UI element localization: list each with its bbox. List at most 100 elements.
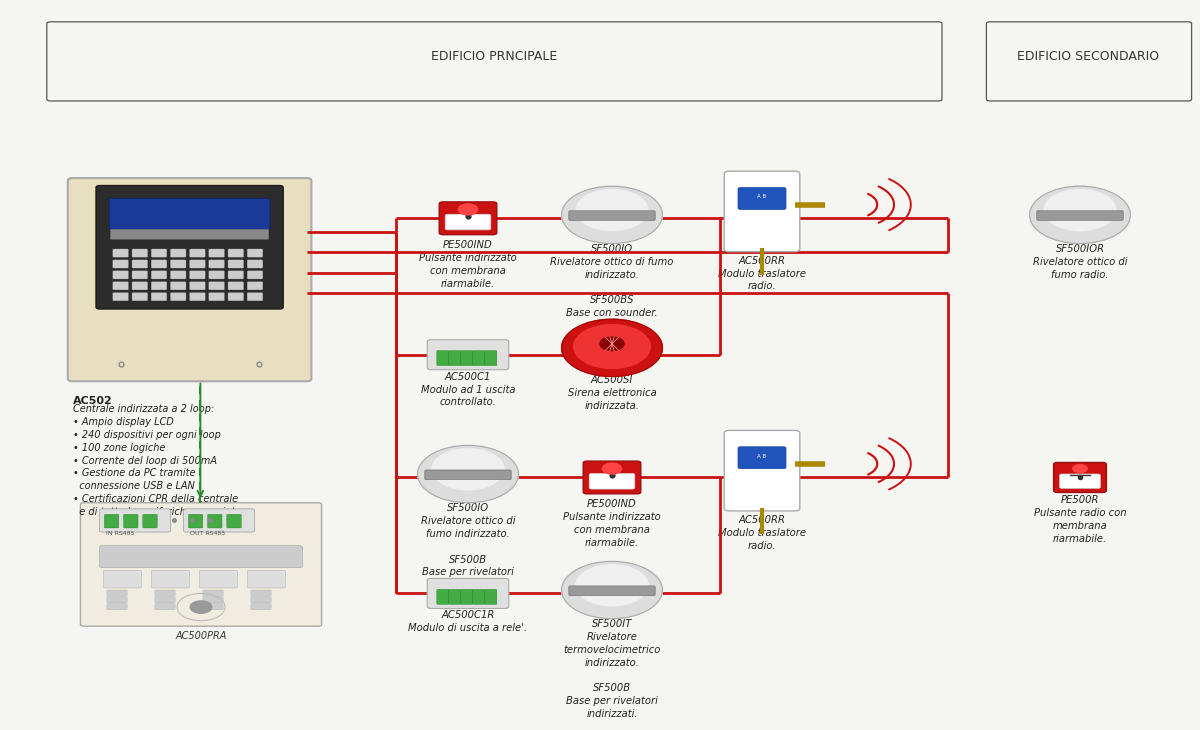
Text: A B: A B — [757, 454, 767, 458]
FancyBboxPatch shape — [1060, 474, 1100, 488]
FancyBboxPatch shape — [170, 271, 186, 279]
Circle shape — [602, 463, 622, 474]
FancyBboxPatch shape — [725, 431, 800, 511]
FancyBboxPatch shape — [485, 589, 497, 604]
Text: SF500IOR
Rivelatore ottico di
fumo radio.: SF500IOR Rivelatore ottico di fumo radio… — [1033, 245, 1127, 280]
FancyBboxPatch shape — [113, 282, 128, 290]
Circle shape — [574, 325, 650, 369]
FancyBboxPatch shape — [188, 515, 203, 528]
FancyBboxPatch shape — [107, 590, 127, 596]
FancyBboxPatch shape — [100, 509, 170, 532]
Text: AC500SI
Sirena elettronica
indirizzata.: AC500SI Sirena elettronica indirizzata. — [568, 375, 656, 411]
FancyBboxPatch shape — [203, 590, 223, 596]
FancyBboxPatch shape — [228, 271, 244, 279]
FancyBboxPatch shape — [1037, 211, 1123, 220]
FancyBboxPatch shape — [461, 350, 473, 366]
FancyBboxPatch shape — [209, 282, 224, 290]
Text: EDIFICIO SECONDARIO: EDIFICIO SECONDARIO — [1018, 50, 1159, 63]
FancyBboxPatch shape — [170, 260, 186, 268]
FancyBboxPatch shape — [425, 470, 511, 480]
FancyBboxPatch shape — [427, 578, 509, 608]
FancyBboxPatch shape — [151, 293, 167, 301]
Circle shape — [562, 186, 662, 244]
Circle shape — [432, 449, 504, 490]
Text: AC500RR
Modulo traslatore
radio.: AC500RR Modulo traslatore radio. — [718, 255, 806, 291]
Text: AC500C1
Modulo ad 1 uscita
controllato.: AC500C1 Modulo ad 1 uscita controllato. — [421, 372, 515, 407]
FancyBboxPatch shape — [100, 546, 302, 567]
FancyBboxPatch shape — [132, 260, 148, 268]
Text: AC502: AC502 — [72, 396, 113, 406]
FancyBboxPatch shape — [449, 350, 461, 366]
Text: AC500PRA: AC500PRA — [175, 631, 227, 641]
FancyBboxPatch shape — [569, 586, 655, 596]
Circle shape — [562, 319, 662, 377]
FancyBboxPatch shape — [725, 172, 800, 252]
FancyBboxPatch shape — [109, 199, 270, 230]
FancyBboxPatch shape — [190, 293, 205, 301]
FancyBboxPatch shape — [80, 503, 322, 626]
Text: AC500RR
Modulo traslatore
radio.: AC500RR Modulo traslatore radio. — [718, 515, 806, 550]
FancyBboxPatch shape — [170, 249, 186, 257]
FancyBboxPatch shape — [439, 202, 497, 234]
FancyBboxPatch shape — [247, 249, 263, 257]
FancyBboxPatch shape — [247, 260, 263, 268]
FancyBboxPatch shape — [190, 249, 205, 257]
FancyBboxPatch shape — [228, 282, 244, 290]
FancyBboxPatch shape — [228, 249, 244, 257]
Circle shape — [562, 561, 662, 619]
FancyBboxPatch shape — [589, 474, 635, 489]
Circle shape — [576, 565, 648, 606]
FancyBboxPatch shape — [251, 604, 271, 610]
FancyBboxPatch shape — [203, 597, 223, 603]
Text: Centrale indirizzata a 2 loop:
• Ampio display LCD
• 240 dispositivi per ogni lo: Centrale indirizzata a 2 loop: • Ampio d… — [72, 404, 244, 517]
Circle shape — [1044, 190, 1116, 231]
FancyBboxPatch shape — [143, 515, 157, 528]
FancyBboxPatch shape — [151, 271, 167, 279]
FancyBboxPatch shape — [228, 293, 244, 301]
FancyBboxPatch shape — [155, 590, 175, 596]
FancyBboxPatch shape — [132, 271, 148, 279]
Text: SF500IO
Rivelatore ottico di
fumo indirizzato.

SF500B
Base per rivelatori
indir: SF500IO Rivelatore ottico di fumo indiri… — [421, 504, 515, 590]
FancyBboxPatch shape — [437, 350, 449, 366]
FancyBboxPatch shape — [209, 271, 224, 279]
FancyBboxPatch shape — [132, 293, 148, 301]
FancyBboxPatch shape — [132, 249, 148, 257]
FancyBboxPatch shape — [227, 515, 241, 528]
Text: PE500R
Pulsante radio con
membrana
riarmabile.: PE500R Pulsante radio con membrana riarm… — [1033, 495, 1127, 544]
FancyBboxPatch shape — [170, 293, 186, 301]
FancyBboxPatch shape — [184, 509, 254, 532]
Text: A B: A B — [757, 194, 767, 199]
FancyBboxPatch shape — [251, 597, 271, 603]
FancyBboxPatch shape — [247, 293, 263, 301]
FancyBboxPatch shape — [151, 249, 167, 257]
FancyBboxPatch shape — [190, 271, 205, 279]
FancyBboxPatch shape — [247, 282, 263, 290]
FancyBboxPatch shape — [132, 282, 148, 290]
FancyBboxPatch shape — [228, 260, 244, 268]
FancyBboxPatch shape — [113, 249, 128, 257]
FancyBboxPatch shape — [96, 185, 283, 309]
Text: IN RS485: IN RS485 — [106, 531, 134, 537]
FancyBboxPatch shape — [199, 570, 238, 588]
FancyBboxPatch shape — [437, 589, 449, 604]
Circle shape — [576, 190, 648, 231]
FancyBboxPatch shape — [247, 271, 263, 279]
FancyBboxPatch shape — [151, 282, 167, 290]
FancyBboxPatch shape — [209, 249, 224, 257]
Text: EDIFICIO PRNCIPALE: EDIFICIO PRNCIPALE — [431, 50, 558, 63]
FancyBboxPatch shape — [445, 214, 491, 230]
FancyBboxPatch shape — [473, 589, 485, 604]
Circle shape — [1030, 186, 1130, 244]
FancyBboxPatch shape — [170, 282, 186, 290]
FancyBboxPatch shape — [110, 229, 269, 239]
FancyBboxPatch shape — [155, 597, 175, 603]
FancyBboxPatch shape — [113, 271, 128, 279]
FancyBboxPatch shape — [738, 188, 786, 210]
Text: OUT RS485: OUT RS485 — [190, 531, 224, 537]
FancyBboxPatch shape — [247, 570, 286, 588]
FancyBboxPatch shape — [449, 589, 461, 604]
FancyBboxPatch shape — [190, 260, 205, 268]
Text: PE500IND
Pulsante indirizzato
con membrana
riarmabile.: PE500IND Pulsante indirizzato con membra… — [563, 499, 661, 548]
FancyBboxPatch shape — [251, 590, 271, 596]
FancyBboxPatch shape — [107, 604, 127, 610]
